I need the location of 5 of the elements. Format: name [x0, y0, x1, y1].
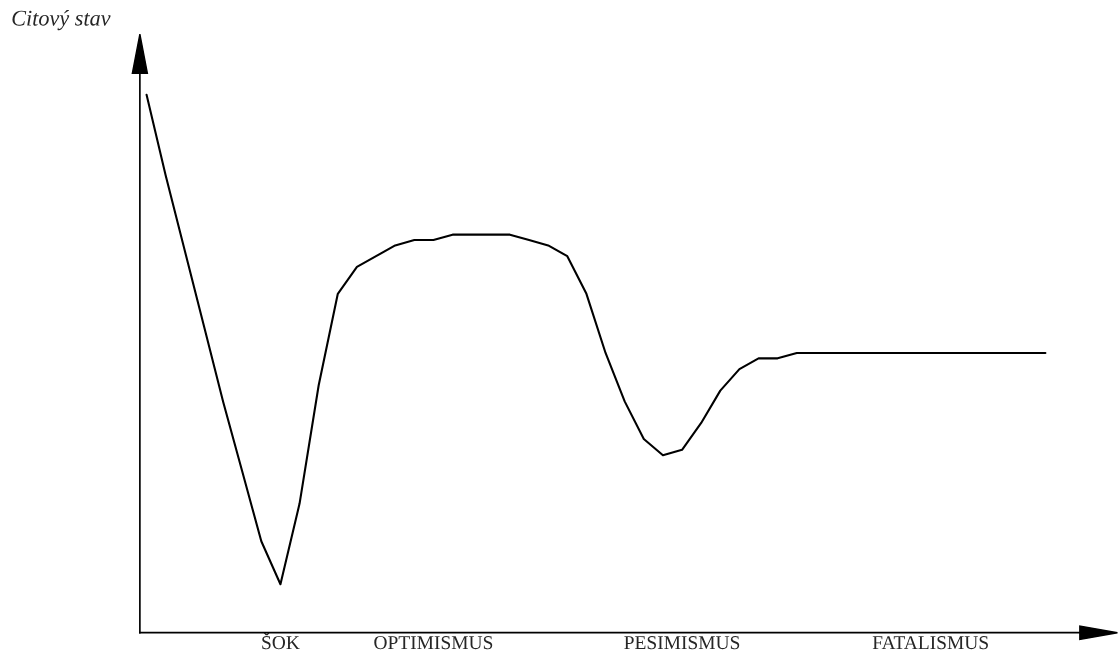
x-tick-label: OPTIMISMUS — [374, 636, 493, 650]
x-tick-label: ŠOK — [262, 632, 300, 650]
y-axis-title: Citový stav — [12, 9, 111, 31]
x-tick-label: PESIMISMUS — [624, 636, 740, 650]
x-tick-label: FATALISMUS — [872, 636, 988, 650]
